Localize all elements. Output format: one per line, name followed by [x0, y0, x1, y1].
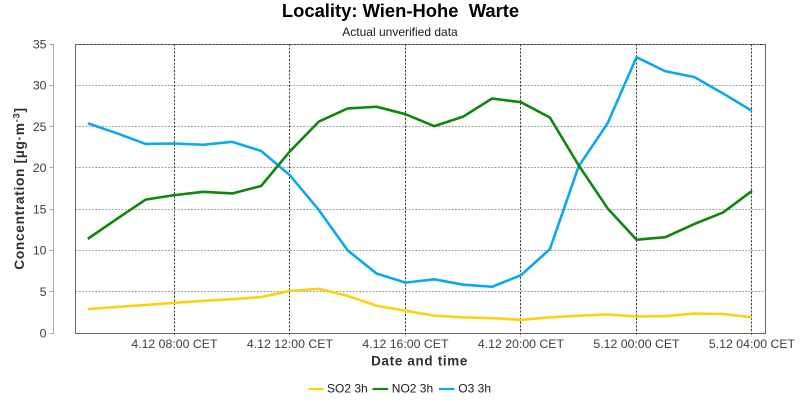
svg-text:0: 0	[40, 326, 47, 340]
svg-text:4.12 20:00 CET: 4.12 20:00 CET	[478, 337, 565, 351]
svg-text:20: 20	[33, 161, 47, 175]
svg-text:NO2 3h: NO2 3h	[392, 382, 433, 396]
svg-text:35: 35	[33, 37, 47, 51]
svg-text:Actual unverified data: Actual unverified data	[342, 25, 458, 39]
svg-text:O3 3h: O3 3h	[458, 382, 491, 396]
svg-text:10: 10	[33, 244, 47, 258]
svg-text:Concentration [µg·m-3]: Concentration [µg·m-3]	[12, 107, 28, 270]
svg-text:Date and time: Date and time	[371, 354, 468, 369]
svg-text:15: 15	[33, 202, 47, 216]
svg-text:Locality: Wien-Hohe Warte: Locality: Wien-Hohe Warte	[282, 0, 519, 21]
svg-text:30: 30	[33, 79, 47, 93]
svg-text:4.12 16:00 CET: 4.12 16:00 CET	[362, 337, 449, 351]
svg-text:5.12 00:00 CET: 5.12 00:00 CET	[593, 337, 680, 351]
svg-text:5: 5	[40, 285, 47, 299]
svg-text:25: 25	[33, 120, 47, 134]
svg-text:5.12 04:00 CET: 5.12 04:00 CET	[709, 337, 796, 351]
svg-text:4.12 08:00 CET: 4.12 08:00 CET	[131, 337, 218, 351]
svg-text:SO2 3h: SO2 3h	[327, 382, 368, 396]
svg-text:4.12 12:00 CET: 4.12 12:00 CET	[247, 337, 334, 351]
